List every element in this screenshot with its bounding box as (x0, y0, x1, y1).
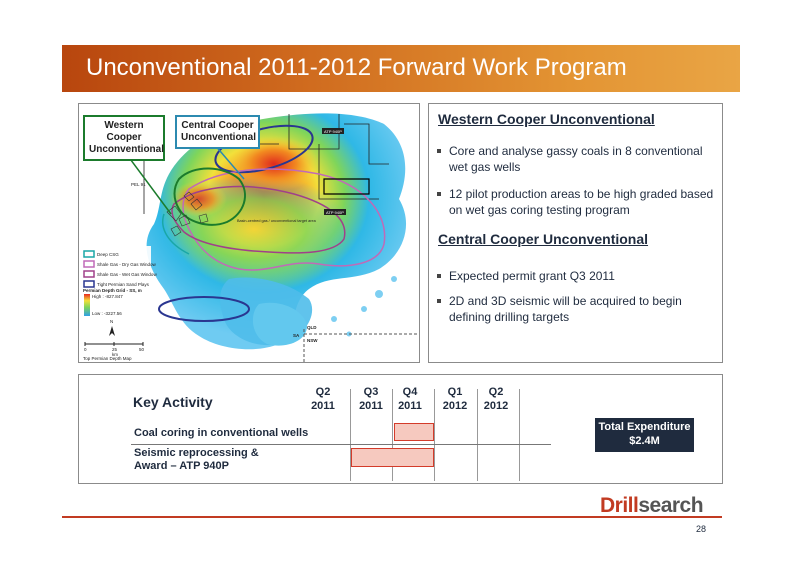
map-label-nsw: NSW (307, 338, 318, 343)
quarter-year: 2012 (442, 400, 468, 412)
map-caption: Top Permian Depth Map (83, 356, 132, 361)
map-basin-note: Basin-centred gas / unconventional targe… (237, 219, 317, 223)
grid-line (434, 389, 435, 481)
quarter-header: Q2 2011 (305, 385, 341, 413)
activity-schedule: Key Activity Q2 2011 Q3 2011 Q4 2011 Q1 … (78, 374, 723, 484)
map-legend-high: High : -827.847 (92, 294, 123, 299)
map-north-label: N (110, 319, 113, 324)
total-expenditure-value: $2.4M (629, 435, 660, 447)
quarter-header: Q4 2011 (392, 385, 428, 413)
map-scale-25: 25 (112, 347, 118, 352)
map-legend-item-dry-gas: Shale Gas - Dry Gas Window (97, 262, 157, 267)
map-label-atp: ATP 940P (326, 210, 344, 215)
map-scale-0: 0 (84, 347, 87, 352)
quarter-year: 2011 (359, 400, 383, 412)
map-label-qld: QLD (307, 325, 317, 330)
activity-label-line: Seismic reprocessing & (134, 447, 259, 459)
quarter-label: Q2 (488, 386, 504, 398)
map-legend-grid-title: Permian Depth Grid - SS, m (83, 288, 142, 293)
activity-label-line: Award – ATP 940P (134, 460, 229, 472)
grid-line (519, 389, 520, 481)
drillsearch-logo: Drillsearch (600, 494, 704, 518)
map-legend-low: Low : -3227.56 (92, 311, 122, 316)
map-label-pel: PEL 91 (131, 182, 146, 187)
page-number: 28 (696, 524, 707, 534)
title-bar: Unconventional 2011-2012 Forward Work Pr… (62, 45, 740, 92)
grid-line (477, 389, 478, 481)
key-activity-heading: Key Activity (133, 394, 213, 410)
quarter-year: 2011 (311, 400, 335, 412)
bullet-marker (437, 149, 441, 153)
bullet-marker (437, 299, 441, 303)
quarter-label: Q1 (447, 386, 463, 398)
quarter-header: Q2 2012 (478, 385, 514, 413)
western-heading: Western Cooper Unconventional (438, 111, 655, 127)
quarter-header: Q3 2011 (353, 385, 389, 413)
bullet-text: 2D and 3D seismic will be acquired to be… (449, 294, 682, 324)
quarter-year: 2012 (483, 400, 509, 412)
total-expenditure-label: Total Expenditure (598, 421, 691, 433)
quarter-label: Q3 (363, 386, 379, 398)
total-expenditure-box: Total Expenditure $2.4M (595, 418, 694, 452)
map-legend-item-wet-gas: Shale Gas - Wet Gas Window (97, 272, 157, 277)
bullet-text: Expected permit grant Q3 2011 (449, 269, 615, 283)
bullet-text: Core and analyse gassy coals in 8 conven… (449, 144, 703, 174)
quarter-label: Q4 (402, 386, 418, 398)
map-legend-item-tight-sand: Tight Permian Sand Plays (97, 282, 150, 287)
quarter-header: Q1 2012 (437, 385, 473, 413)
logo-part-2: search (638, 494, 704, 517)
western-cooper-callout: Western Cooper Unconventional (83, 115, 165, 161)
logo-part-1: Drill (600, 494, 639, 517)
quarter-label: Q2 (315, 386, 331, 398)
activity-label-seismic: Seismic reprocessing & Award – ATP 940P (134, 447, 259, 473)
footer-rule (62, 516, 722, 518)
central-cooper-callout: Central Cooper Unconventional (175, 115, 260, 149)
map-panel: Deep CSG Shale Gas - Dry Gas Window Shal… (78, 103, 420, 363)
bullet-marker (437, 192, 441, 196)
map-label-atp-top: ATP 940P (324, 129, 342, 134)
map-scale-50: 50 (139, 347, 145, 352)
grid-line (350, 389, 351, 481)
map-scale-unit: km (112, 352, 118, 357)
bullet-marker (437, 274, 441, 278)
activity-bar-seismic (351, 448, 434, 467)
slide-title: Unconventional 2011-2012 Forward Work Pr… (86, 54, 627, 81)
central-heading: Central Cooper Unconventional (438, 231, 649, 247)
row-divider (131, 444, 551, 445)
grid-line (392, 389, 393, 481)
activity-bar-coal-coring (394, 423, 434, 441)
map-legend-item-deep-csg: Deep CSG (97, 252, 119, 257)
map-label-sa: SA (293, 333, 300, 338)
quarter-year: 2011 (398, 400, 422, 412)
bullet-text: 12 pilot production areas to be high gra… (449, 187, 714, 217)
depth-map: Deep CSG Shale Gas - Dry Gas Window Shal… (81, 113, 419, 362)
description-panel: Western Cooper Unconventional Core and a… (428, 103, 723, 363)
activity-label-coal-coring: Coal coring in conventional wells (134, 427, 309, 439)
